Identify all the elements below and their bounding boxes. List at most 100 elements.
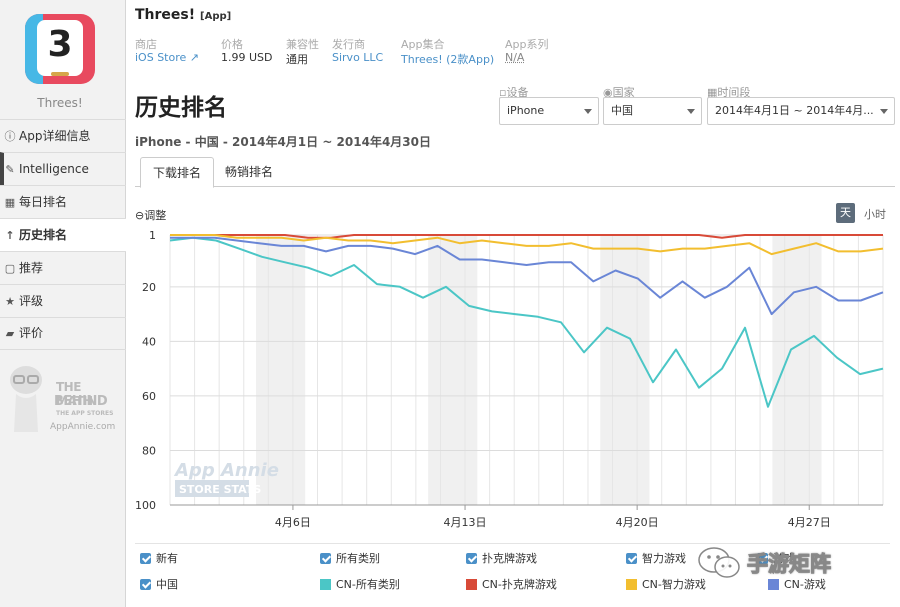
rank-history-chart: 1 20 40 60 80 100 4月6日 4月13日 4月20日 4月27日 App Annie… bbox=[135, 229, 884, 529]
series-line-2 bbox=[170, 234, 884, 256]
ad-line-3: THE APP STORES bbox=[56, 410, 114, 417]
meta-label: App系列 bbox=[505, 38, 549, 51]
meta-store-link[interactable]: iOS Store ↗ bbox=[135, 51, 199, 64]
sidebar-nav: ⓘ App详细信息 ✎ Intelligence ▦ 每日排名 ↑ 历史排名 ▢… bbox=[0, 119, 134, 350]
sidebar-app-name: Threes! bbox=[37, 96, 83, 110]
app-title-text: Threes! bbox=[135, 7, 196, 23]
app-icon-digit: 3 bbox=[47, 24, 73, 65]
legend-filter-label: 扑克牌游戏 bbox=[482, 552, 537, 565]
meta-compat: 兼容性 通用 bbox=[286, 36, 319, 67]
y-tick-label: 80 bbox=[142, 444, 156, 457]
chevron-down-icon bbox=[880, 109, 888, 114]
legend-filter-label: 新有 bbox=[156, 552, 178, 565]
legend-filter-all[interactable]: 新有 bbox=[140, 550, 178, 566]
weekend-band bbox=[600, 235, 650, 505]
legend-filter-card[interactable]: 扑克牌游戏 bbox=[466, 550, 537, 566]
tab-download-rank[interactable]: 下载排名 bbox=[140, 157, 215, 188]
sidebar-item-label: Intelligence bbox=[19, 161, 89, 176]
series-line-0 bbox=[169, 236, 884, 408]
meta-collection: App集合 Threes! (2款App) bbox=[401, 36, 494, 67]
chart-watermark-band bbox=[175, 480, 249, 497]
legend-series-1[interactable]: CN-扑克牌游戏 bbox=[466, 576, 557, 592]
calendar-icon: ▦ bbox=[4, 195, 16, 209]
legend-filter-label: 游戏 bbox=[773, 552, 795, 565]
period-select[interactable]: 2014年4月1日 ~ 2014年4月... bbox=[707, 97, 895, 125]
chart-watermark-line2: STORE STATS bbox=[179, 483, 261, 496]
ad-line-1: THE MATH bbox=[56, 380, 93, 408]
wechat-watermark: 手游矩阵 bbox=[697, 546, 832, 580]
sidebar-item-recommend[interactable]: ▢ 推荐 bbox=[0, 251, 126, 284]
y-tick-label: 100 bbox=[135, 499, 156, 512]
meta-label: App集合 bbox=[401, 38, 445, 51]
page-title: 历史排名 bbox=[135, 95, 227, 121]
chart-watermark-line1: App Annie bbox=[173, 460, 279, 481]
ad-line-2: BEHIND bbox=[54, 394, 108, 409]
sidebar-item-reviews[interactable]: ▰ 评价 bbox=[0, 317, 126, 350]
calendar-icon: ▦ bbox=[707, 86, 718, 99]
sidebar-item-label: 每日排名 bbox=[19, 194, 68, 209]
rank-tabs: 下载排名 畅销排名 bbox=[135, 157, 895, 188]
series-swatch bbox=[626, 578, 637, 590]
series-swatch bbox=[466, 578, 477, 590]
legend-filter-puzzle[interactable]: 智力游戏 bbox=[626, 550, 686, 566]
watermark-text: 手游矩阵 bbox=[747, 552, 832, 577]
chevron-down-icon bbox=[584, 109, 592, 114]
sidebar-item-intelligence[interactable]: ✎ Intelligence bbox=[0, 152, 126, 185]
arrow-up-icon: ↑ bbox=[5, 228, 15, 242]
meta-label: 价格 bbox=[221, 38, 243, 51]
checkbox-icon bbox=[320, 552, 331, 564]
sidebar-ad-banner[interactable]: THE MATH BEHIND THE APP STORES AppAnnie.… bbox=[4, 356, 120, 442]
meta-collection-link[interactable]: Threes! (2款App) bbox=[401, 53, 495, 66]
meta-label: 商店 bbox=[135, 38, 157, 51]
y-tick-label: 60 bbox=[142, 390, 156, 403]
app-icon[interactable]: 3 bbox=[25, 14, 95, 84]
sidebar-item-label: 历史排名 bbox=[19, 227, 68, 242]
granularity-hour-button[interactable]: 小时 bbox=[864, 208, 886, 221]
x-tick-label: 4月6日 bbox=[275, 516, 311, 529]
legend-filter-label: 智力游戏 bbox=[642, 552, 686, 565]
app-icon-card: 3 bbox=[37, 20, 83, 76]
legend-series-0[interactable]: CN-所有类别 bbox=[320, 576, 400, 592]
app-icon-feet bbox=[51, 72, 69, 76]
period-filter-label: ▦时间段 bbox=[707, 86, 751, 99]
sidebar-item-daily-rank[interactable]: ▦ 每日排名 bbox=[0, 185, 126, 218]
chevron-down-icon bbox=[687, 109, 695, 114]
legend-country-cn[interactable]: 中国 bbox=[140, 576, 178, 592]
legend-series-3[interactable]: CN-游戏 bbox=[768, 576, 826, 592]
series-swatch bbox=[768, 578, 779, 590]
checkbox-icon bbox=[140, 552, 151, 564]
sidebar-item-app-details[interactable]: ⓘ App详细信息 bbox=[0, 119, 126, 152]
country-select[interactable]: 中国 bbox=[603, 97, 702, 125]
granularity-day-button[interactable]: 天 bbox=[836, 203, 855, 223]
meta-publisher: 发行商 Sirvo LLC bbox=[332, 36, 383, 64]
sidebar-item-label: App详细信息 bbox=[19, 128, 91, 143]
tab-grossing-rank[interactable]: 畅销排名 bbox=[225, 165, 274, 179]
zoom-control[interactable]: ⊖调整 bbox=[135, 209, 167, 222]
wechat-icon bbox=[698, 547, 740, 578]
sidebar-item-history-rank[interactable]: ↑ 历史排名 bbox=[0, 218, 134, 251]
sidebar-item-rating[interactable]: ★ 评级 bbox=[0, 284, 126, 317]
legend-filter-all-categories[interactable]: 所有类别 bbox=[320, 550, 380, 566]
legend-series-2[interactable]: CN-智力游戏 bbox=[626, 576, 706, 592]
legend-filter-label: 所有类别 bbox=[336, 552, 380, 565]
checkbox-icon bbox=[140, 578, 151, 590]
device-filter: ▫设备 iPhone bbox=[499, 84, 599, 125]
device-select[interactable]: iPhone bbox=[499, 97, 599, 125]
meta-publisher-link[interactable]: Sirvo LLC bbox=[332, 51, 384, 64]
legend-filter-games[interactable]: 游戏 bbox=[757, 550, 795, 566]
app-title: Threes! [App] bbox=[135, 7, 231, 23]
x-tick-label: 4月20日 bbox=[616, 516, 659, 529]
ad-line-4: AppAnnie.com bbox=[50, 422, 116, 432]
star-icon: ★ bbox=[5, 294, 15, 308]
chart-legend: 新有 所有类别 扑克牌游戏 智力游戏 游戏 中国 CN-所有类别 CN-扑克牌游… bbox=[135, 543, 890, 597]
sidebar-item-label: 评价 bbox=[19, 326, 44, 340]
legend-series-label: CN-智力游戏 bbox=[642, 578, 706, 591]
wand-icon: ✎ bbox=[5, 162, 15, 176]
meta-store: 商店 iOS Store ↗ bbox=[135, 36, 199, 64]
meta-price: 价格 1.99 USD bbox=[221, 36, 273, 64]
sidebar-item-label: 推荐 bbox=[19, 260, 44, 275]
meta-series: App系列 N/A bbox=[505, 36, 549, 64]
sidebar-item-label: 评级 bbox=[19, 293, 44, 308]
series-line-1 bbox=[170, 234, 883, 239]
weekend-band bbox=[428, 235, 478, 505]
